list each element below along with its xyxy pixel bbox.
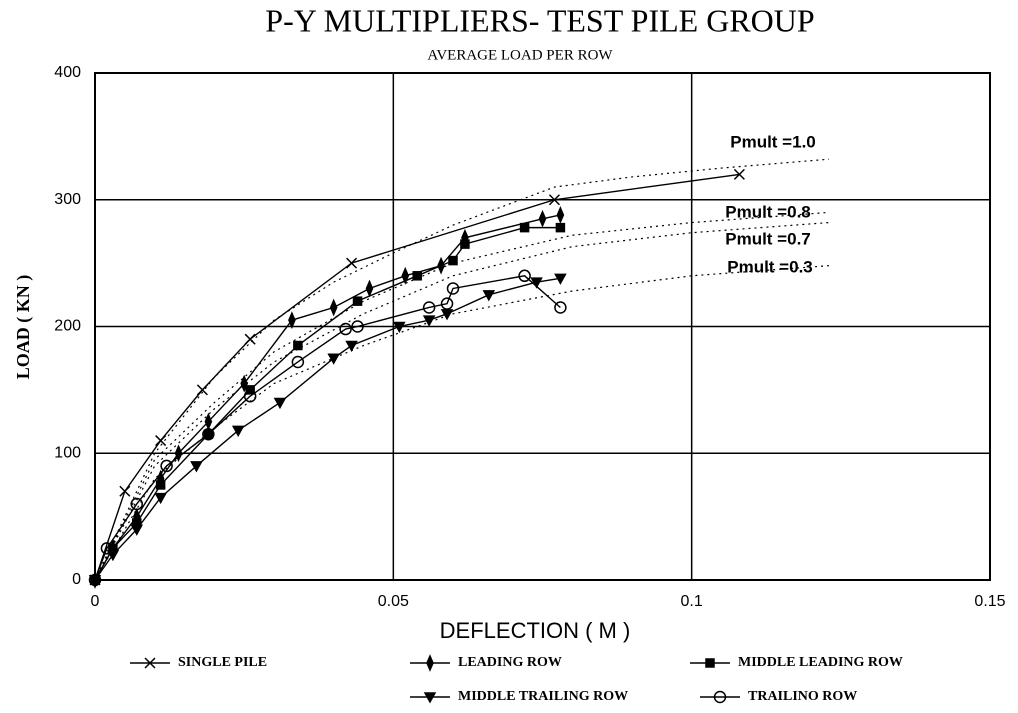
marker	[460, 239, 470, 249]
marker	[273, 397, 287, 410]
marker	[190, 461, 203, 473]
marker	[231, 425, 245, 437]
series-line	[94, 214, 561, 581]
marker	[88, 575, 102, 587]
chart-subtitle: AVERAGE LOAD PER ROW	[427, 47, 613, 63]
legend-marker	[705, 658, 715, 668]
marker	[155, 435, 167, 447]
x-tick-label: 0	[91, 593, 100, 610]
marker	[448, 255, 458, 266]
legend-label: TRAILINO ROW	[748, 689, 857, 704]
legend-marker	[426, 654, 434, 672]
x-axis-label: DEFLECTION ( M )	[440, 618, 631, 643]
y-tick-label: 300	[54, 191, 81, 208]
marker	[518, 269, 531, 283]
legend-marker	[713, 690, 727, 704]
marker	[519, 222, 530, 233]
marker	[401, 266, 410, 285]
marker	[130, 524, 144, 536]
marker	[174, 444, 183, 463]
fit-curve	[94, 211, 829, 581]
marker	[538, 209, 547, 228]
marker	[530, 277, 543, 289]
legend-label: MIDDLE TRAILING ROW	[458, 689, 628, 704]
curve-label: Pmult =0.8	[725, 202, 811, 221]
legend-label: LEADING ROW	[458, 655, 562, 670]
legend-marker	[423, 692, 437, 704]
marker	[339, 322, 352, 336]
marker	[422, 315, 436, 327]
marker	[365, 279, 374, 298]
curve-label: Pmult =0.7	[725, 229, 811, 248]
marker	[422, 301, 436, 314]
marker	[155, 480, 166, 490]
marker	[554, 273, 567, 285]
y-tick-label: 100	[54, 444, 81, 461]
marker	[556, 206, 565, 224]
marker	[243, 389, 257, 403]
x-tick-label: 0.1	[681, 593, 703, 610]
marker	[440, 297, 454, 310]
marker	[393, 321, 406, 334]
x-tick-label: 0.15	[974, 593, 1005, 610]
y-axis-label: LOAD ( KN )	[13, 275, 34, 380]
y-tick-label: 200	[54, 318, 81, 335]
legend-label: MIDDLE LEADING ROW	[738, 655, 903, 670]
fit-curve	[94, 221, 829, 581]
marker	[196, 384, 208, 396]
marker	[327, 353, 340, 365]
marker	[329, 298, 338, 317]
marker	[154, 492, 167, 505]
marker	[351, 320, 364, 333]
series-line	[94, 173, 740, 581]
x-tick-label: 0.05	[378, 593, 409, 610]
marker	[202, 427, 215, 441]
y-tick-label: 400	[54, 64, 81, 81]
marker	[240, 374, 248, 393]
marker	[352, 296, 363, 306]
marker	[733, 168, 745, 180]
marker	[119, 485, 131, 497]
marker	[548, 194, 560, 206]
fit-curve	[94, 265, 829, 581]
marker	[554, 301, 567, 314]
marker	[482, 290, 496, 302]
marker	[160, 459, 173, 473]
marker	[130, 497, 144, 511]
y-tick-label: 0	[72, 571, 81, 588]
marker	[291, 355, 305, 369]
marker	[346, 257, 358, 269]
marker	[446, 282, 460, 295]
marker	[345, 340, 358, 353]
marker	[244, 333, 256, 345]
chart-title: P-Y MULTIPLIERS- TEST PILE GROUP	[265, 2, 814, 38]
marker	[88, 573, 102, 587]
marker	[555, 222, 566, 233]
marker	[204, 412, 213, 431]
curve-label: Pmult =1.0	[730, 132, 816, 151]
fit-curve	[94, 158, 829, 581]
marker	[245, 385, 255, 395]
series-line	[94, 275, 561, 581]
marker	[288, 311, 296, 330]
legend-label: SINGLE PILE	[178, 655, 267, 670]
marker	[100, 542, 114, 555]
curve-label: Pmult =0.3	[727, 257, 813, 276]
marker	[412, 271, 422, 281]
marker	[293, 340, 303, 351]
legend-marker	[144, 657, 156, 669]
